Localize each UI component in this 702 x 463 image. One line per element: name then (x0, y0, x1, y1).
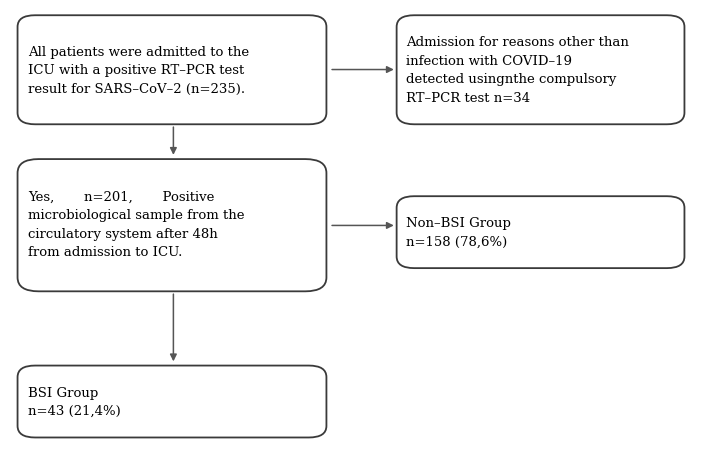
FancyBboxPatch shape (397, 197, 684, 269)
Text: Yes,       n=201,       Positive
microbiological sample from the
circulatory sys: Yes, n=201, Positive microbiological sam… (28, 190, 244, 259)
FancyBboxPatch shape (18, 160, 326, 292)
Text: All patients were admitted to the
ICU with a positive RT–PCR test
result for SAR: All patients were admitted to the ICU wi… (28, 45, 249, 95)
FancyBboxPatch shape (18, 366, 326, 438)
Text: BSI Group
n=43 (21,4%): BSI Group n=43 (21,4%) (28, 386, 121, 417)
Text: Admission for reasons other than
infection with COVID–19
detected usingnthe comp: Admission for reasons other than infecti… (406, 36, 628, 105)
FancyBboxPatch shape (397, 16, 684, 125)
FancyBboxPatch shape (18, 16, 326, 125)
Text: Non–BSI Group
n=158 (78,6%): Non–BSI Group n=158 (78,6%) (406, 217, 510, 248)
